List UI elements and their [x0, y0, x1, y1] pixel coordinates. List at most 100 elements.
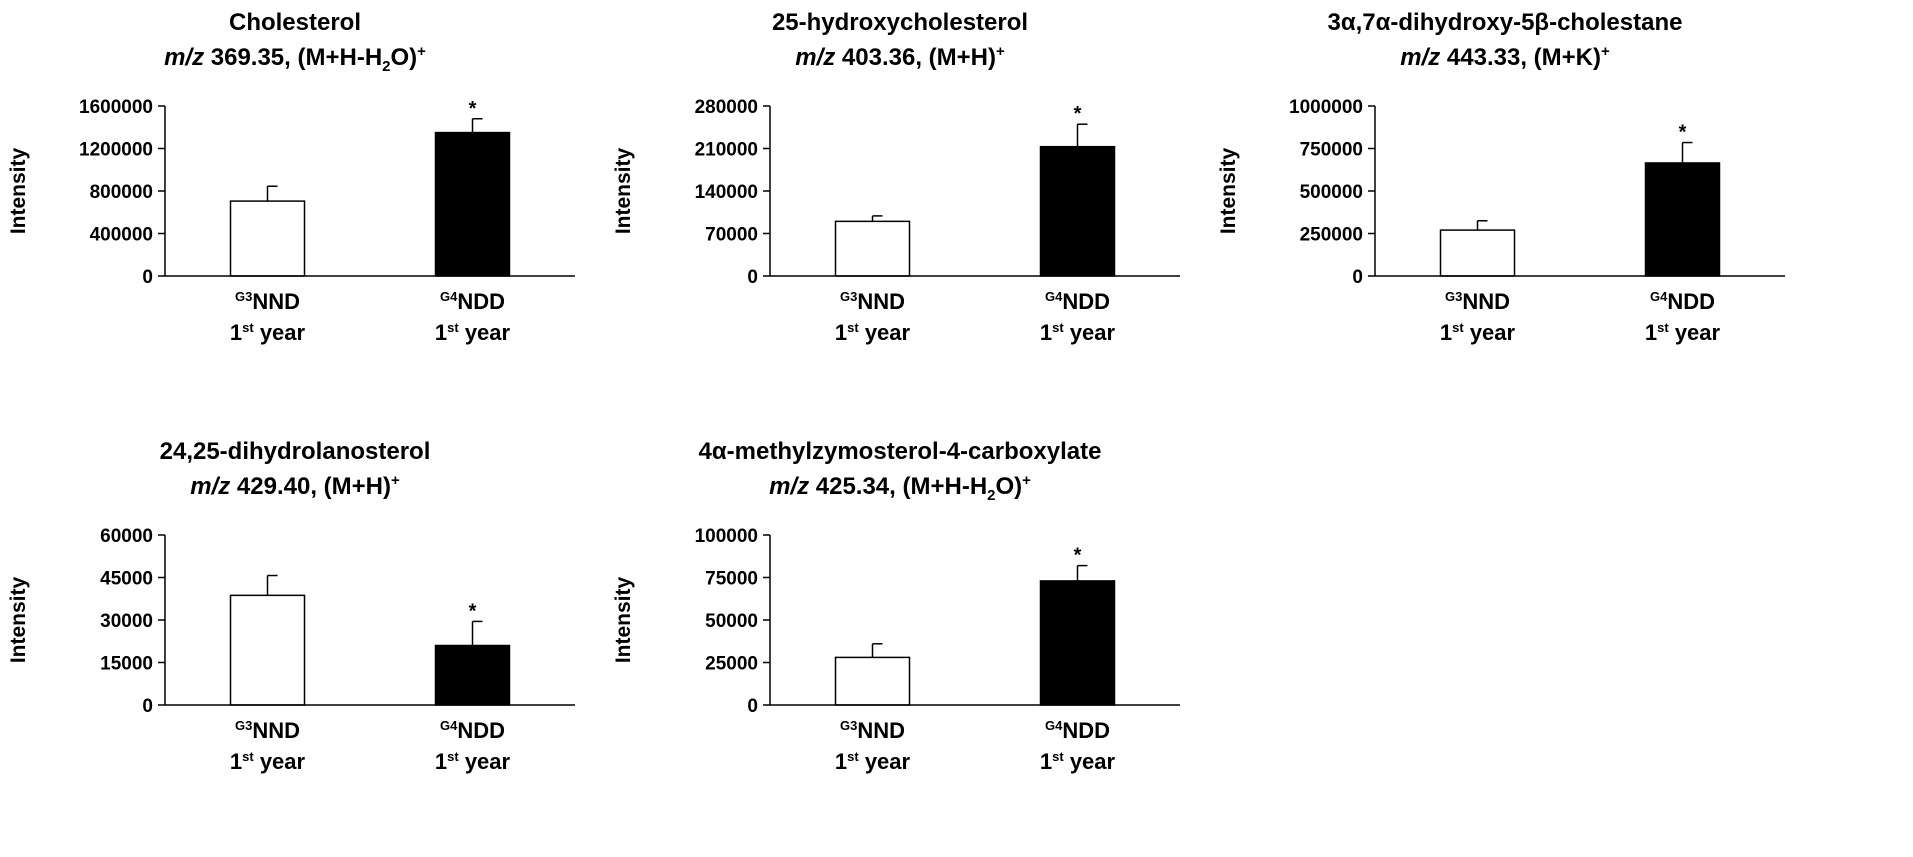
chart-panel-25-hydroxycholesterol: 25-hydroxycholesterol m/z 403.36, (M+H)+…	[600, 8, 1200, 428]
y-axis-label: Intensity	[7, 577, 30, 664]
category-sublabel: 1st year	[230, 320, 306, 345]
bar-nnd	[834, 656, 911, 706]
mz-value: 443.33	[1446, 44, 1521, 71]
category-sublabel: 1st year	[230, 749, 306, 774]
category-label: G3NND	[840, 718, 905, 743]
significance-marker: *	[469, 600, 477, 622]
category-label: G4NDD	[440, 718, 505, 743]
category-sublabel: 1st year	[1040, 749, 1116, 774]
y-tick-label: 400000	[90, 225, 153, 246]
category-label: G3NND	[235, 718, 300, 743]
category-label: G3NND	[840, 289, 905, 314]
chart-panel-dihydroxy-cholestane: 3α,7α-dihydroxy-5β-cholestane m/z 443.33…	[1205, 8, 1805, 428]
y-tick-label: 1000000	[1289, 97, 1363, 118]
mz-label: m/z	[795, 44, 836, 71]
y-tick-label: 140000	[695, 182, 758, 203]
bar-plot: 0 70000 140000 210000 280000 Intensity G3NND 1s…	[612, 97, 1180, 345]
significance-marker: *	[1074, 545, 1082, 567]
significance-marker: *	[469, 98, 477, 120]
category-sublabel: 1st year	[1440, 320, 1516, 345]
bar-plot: 0 400000 800000 1200000 1600000 Intensity G3NN…	[7, 97, 575, 345]
category-sublabel: 1st year	[835, 749, 911, 774]
y-tick-label: 1600000	[79, 97, 153, 118]
adduct-label: (M+H-H2O)+	[902, 472, 1031, 504]
adduct-label: (M+H-H2O)+	[297, 43, 426, 75]
bar-nnd	[229, 594, 306, 706]
bar-plot: 0 250000 500000 750000 1000000 Intensity G3NND…	[1217, 97, 1785, 345]
chart-panel-dihydrolanosterol: 24,25-dihydrolanosterol m/z 429.40, (M+H…	[0, 437, 595, 857]
bar-ndd	[434, 131, 511, 277]
y-tick-label: 800000	[90, 182, 153, 203]
mz-label: m/z	[1400, 44, 1441, 71]
chart-subtitle: m/z 403.36, (M+H)+	[795, 43, 1005, 71]
y-tick-label: 60000	[100, 526, 153, 547]
bar-nnd	[1439, 229, 1516, 277]
category-label: G3NND	[235, 289, 300, 314]
y-tick-label: 0	[747, 267, 758, 288]
category-label: G4NDD	[1045, 718, 1110, 743]
y-axis-label: Intensity	[612, 577, 635, 664]
y-tick-label: 0	[1352, 267, 1363, 288]
mz-value: 403.36	[841, 44, 916, 71]
chart-title: 24,25-dihydrolanosterol	[159, 438, 431, 465]
mz-value: 369.35	[210, 44, 285, 71]
chart-title: 25-hydroxycholesterol	[771, 9, 1029, 36]
y-tick-label: 0	[747, 696, 758, 717]
mz-value: 429.40	[236, 473, 311, 500]
y-axis-label: Intensity	[612, 148, 635, 235]
y-tick-label: 15000	[100, 654, 153, 675]
mz-value: 425.34	[815, 473, 890, 500]
mz-label: m/z	[164, 44, 205, 71]
category-sublabel: 1st year	[835, 320, 911, 345]
y-tick-label: 100000	[695, 526, 758, 547]
chart-subtitle: m/z 425.34, (M+H-H2O)+	[769, 472, 1031, 504]
chart-title: 4α-methylzymosterol-4-carboxylate	[698, 438, 1102, 465]
chart-title: Cholesterol	[228, 9, 362, 36]
adduct-label: (M+H)+	[323, 472, 400, 500]
y-axis-label: Intensity	[7, 148, 30, 235]
y-axis-label: Intensity	[1217, 148, 1240, 235]
chart-subtitle: m/z 429.40, (M+H)+	[190, 472, 400, 500]
y-tick-label: 1200000	[79, 140, 153, 161]
bar-ndd	[1039, 145, 1116, 277]
adduct-label: (M+K)+	[1533, 43, 1610, 71]
y-tick-label: 280000	[695, 97, 758, 118]
y-tick-label: 0	[142, 267, 153, 288]
y-tick-label: 750000	[1300, 140, 1363, 161]
bar-ndd	[1644, 162, 1721, 277]
y-tick-label: 210000	[695, 140, 758, 161]
chart-subtitle: m/z 443.33, (M+K)+	[1400, 43, 1610, 71]
adduct-label: (M+H)+	[928, 43, 1005, 71]
bar-ndd	[1039, 580, 1116, 706]
bar-nnd	[834, 220, 911, 277]
category-sublabel: 1st year	[435, 749, 511, 774]
significance-marker: *	[1074, 103, 1082, 125]
y-tick-label: 0	[142, 696, 153, 717]
category-label: G3NND	[1445, 289, 1510, 314]
mz-label: m/z	[769, 473, 810, 500]
category-label: G4NDD	[1650, 289, 1715, 314]
y-tick-label: 75000	[705, 569, 758, 590]
category-label: G4NDD	[440, 289, 505, 314]
bar-plot: 0 25000 50000 75000 100000 Intensity G3NND 1st …	[612, 526, 1180, 774]
category-sublabel: 1st year	[1040, 320, 1116, 345]
y-tick-label: 70000	[705, 225, 758, 246]
chart-panel-cholesterol: Cholesterol m/z 369.35, (M+H-H2O)+ 0 4000…	[0, 8, 595, 428]
bar-ndd	[434, 644, 511, 706]
y-tick-label: 500000	[1300, 182, 1363, 203]
category-sublabel: 1st year	[1645, 320, 1721, 345]
bar-plot: 0 15000 30000 45000 60000 Intensity G3NND 1st y…	[7, 526, 575, 774]
bar-nnd	[229, 200, 306, 277]
category-label: G4NDD	[1045, 289, 1110, 314]
chart-title: 3α,7α-dihydroxy-5β-cholestane	[1327, 9, 1683, 36]
y-tick-label: 45000	[100, 569, 153, 590]
category-sublabel: 1st year	[435, 320, 511, 345]
y-tick-label: 250000	[1300, 225, 1363, 246]
mz-label: m/z	[190, 473, 231, 500]
significance-marker: *	[1679, 122, 1687, 144]
y-tick-label: 30000	[100, 611, 153, 632]
y-tick-label: 50000	[705, 611, 758, 632]
chart-subtitle: m/z 369.35, (M+H-H2O)+	[164, 43, 426, 75]
chart-panel-methylzymosterol-carboxylate: 4α-methylzymosterol-4-carboxylate m/z 42…	[600, 437, 1200, 857]
y-tick-label: 25000	[705, 654, 758, 675]
